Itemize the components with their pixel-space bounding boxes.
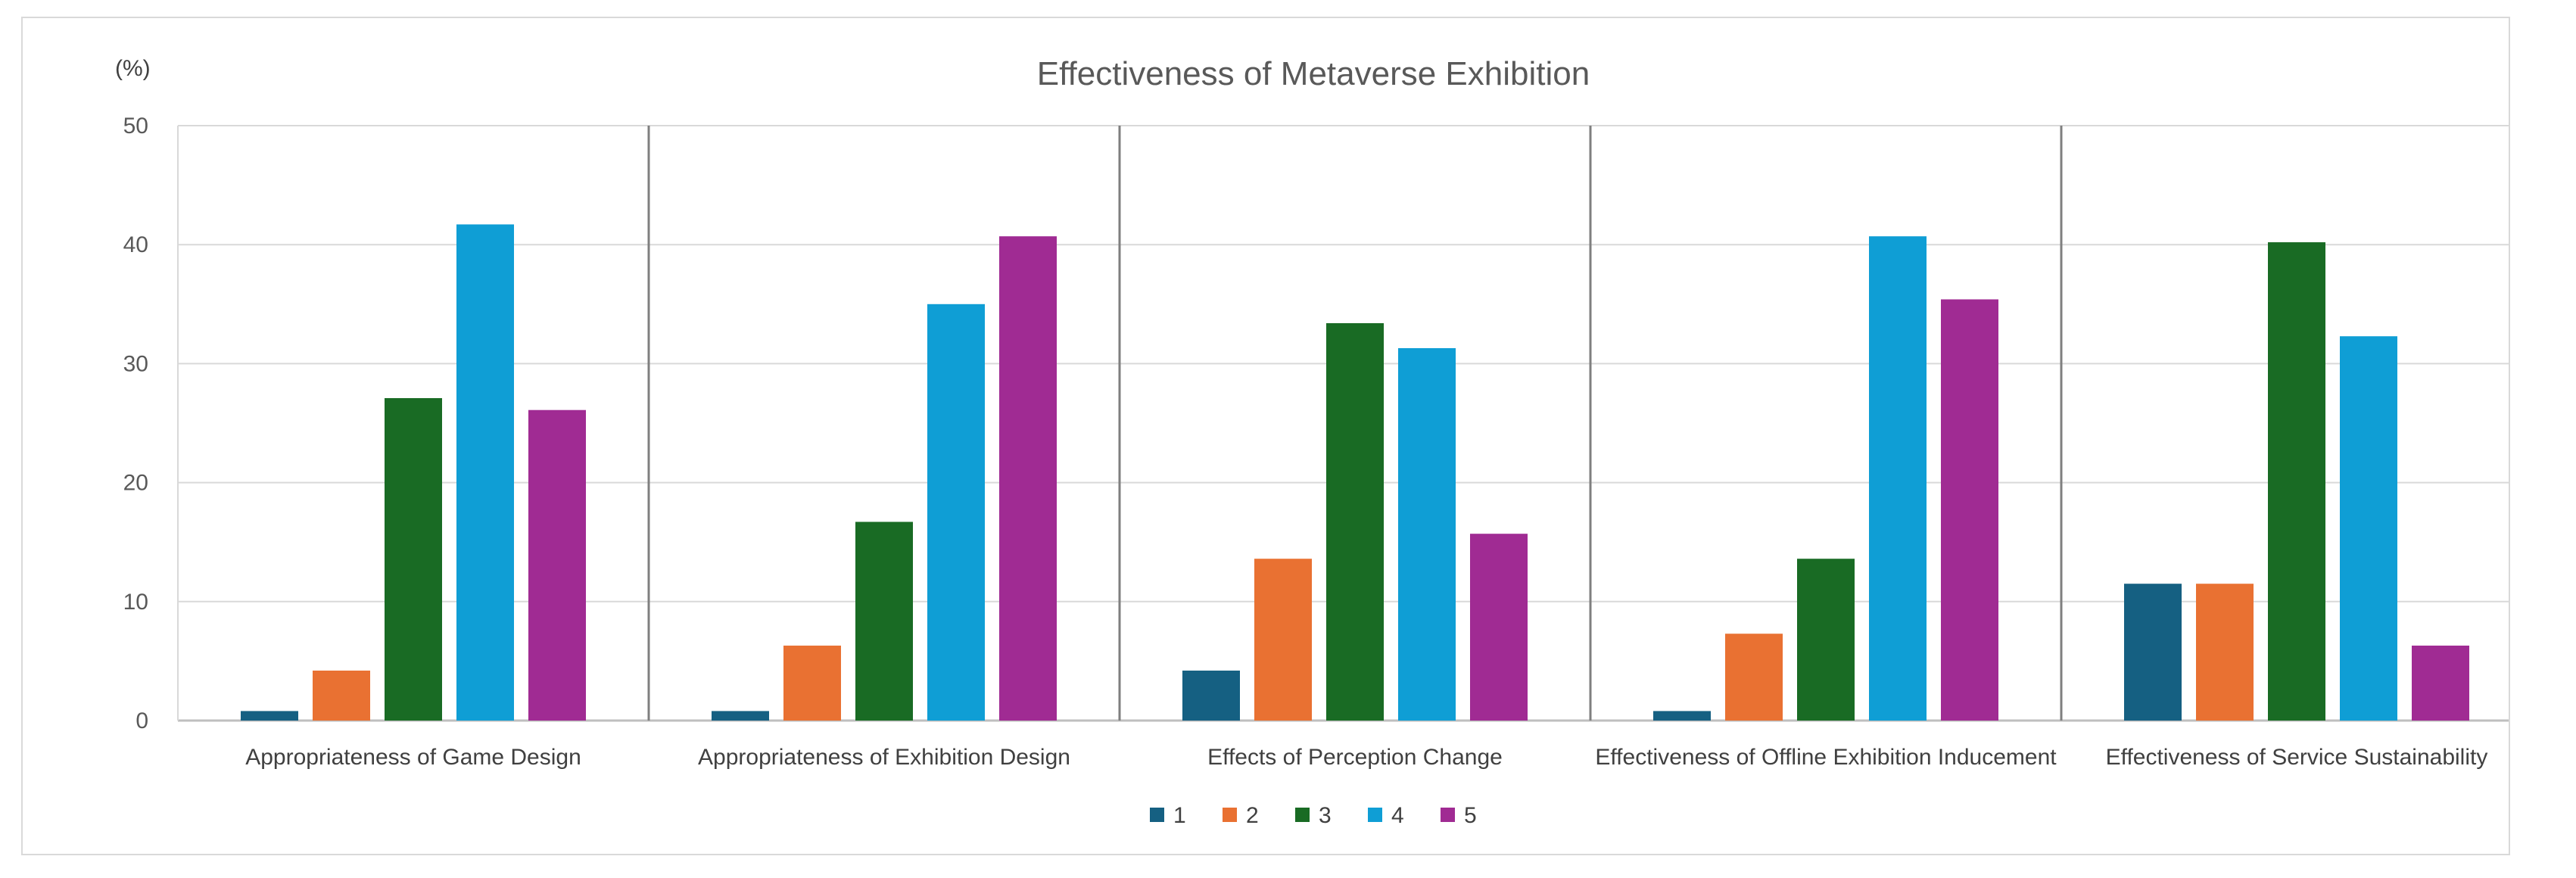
- x-category-label-1: Appropriateness of Game Design: [245, 745, 581, 770]
- bar-cat1-series-5: [528, 409, 586, 721]
- y-tick-label-20: 20: [123, 471, 148, 496]
- bar-cat3-series-4: [1398, 347, 1456, 721]
- bar-cat2-series-3: [855, 522, 913, 721]
- bar-cat2-series-4: [927, 304, 985, 721]
- legend-label-2: 2: [1246, 803, 1259, 828]
- bar-cat5-series-3: [2268, 242, 2325, 721]
- y-tick-label-30: 30: [123, 351, 148, 376]
- legend: 1 2 3 4 5: [1150, 803, 1477, 828]
- x-category-label-4: Effectiveness of Offline Exhibition Indu…: [1595, 745, 2057, 770]
- chart-frame: Effectiveness of Metaverse Exhibition (%…: [21, 17, 2510, 855]
- chart-svg: Effectiveness of Metaverse Exhibition (%…: [115, 55, 2509, 828]
- x-category-label-2: Appropriateness of Exhibition Design: [698, 745, 1070, 770]
- legend-label-1: 1: [1173, 803, 1186, 828]
- x-category-label-5: Effectiveness of Service Sustainability: [2106, 745, 2488, 770]
- bar-cat4-series-4: [1869, 236, 1927, 721]
- bar-cat1-series-1: [241, 711, 298, 721]
- bar-cat2-series-2: [783, 645, 841, 721]
- bar-cat1-series-4: [456, 224, 514, 721]
- bar-cat4-series-5: [1941, 299, 1998, 721]
- legend-swatch-1: [1150, 808, 1164, 822]
- bar-cat1-series-3: [385, 397, 442, 721]
- bar-cat4-series-2: [1725, 634, 1783, 721]
- legend-swatch-4: [1368, 808, 1382, 822]
- x-axis-categories: Appropriateness of Game Design Appropriat…: [245, 745, 2487, 770]
- bar-cat3-series-5: [1470, 534, 1528, 721]
- bar-cat5-series-4: [2340, 336, 2397, 721]
- chart-title: Effectiveness of Metaverse Exhibition: [1037, 55, 1590, 92]
- bar-cat2-series-5: [999, 236, 1057, 721]
- x-category-label-3: Effects of Perception Change: [1207, 745, 1503, 770]
- y-tick-label-50: 50: [123, 114, 148, 139]
- bar-cat3-series-1: [1182, 670, 1240, 721]
- category-separators: [177, 126, 2063, 721]
- bar-cat1-series-2: [313, 670, 370, 721]
- y-tick-label-0: 0: [135, 708, 148, 733]
- legend-label-5: 5: [1464, 803, 1477, 828]
- y-unit-label: (%): [115, 56, 151, 81]
- bar-cat2-series-1: [712, 711, 769, 721]
- legend-swatch-3: [1295, 808, 1310, 822]
- bar-cat4-series-1: [1653, 711, 1711, 721]
- legend-label-4: 4: [1391, 803, 1404, 828]
- bars: [241, 224, 2469, 721]
- legend-label-3: 3: [1319, 803, 1332, 828]
- legend-swatch-5: [1441, 808, 1455, 822]
- bar-cat5-series-2: [2196, 584, 2254, 721]
- bar-cat5-series-5: [2412, 645, 2469, 721]
- bar-cat5-series-1: [2124, 584, 2182, 721]
- bar-cat3-series-2: [1254, 559, 1312, 721]
- legend-swatch-2: [1223, 808, 1237, 822]
- y-axis-ticks: 0 10 20 30 40 50: [123, 114, 148, 733]
- bar-cat3-series-3: [1326, 322, 1384, 721]
- y-tick-label-10: 10: [123, 590, 148, 615]
- y-tick-label-40: 40: [123, 232, 148, 257]
- bar-cat4-series-3: [1797, 559, 1855, 721]
